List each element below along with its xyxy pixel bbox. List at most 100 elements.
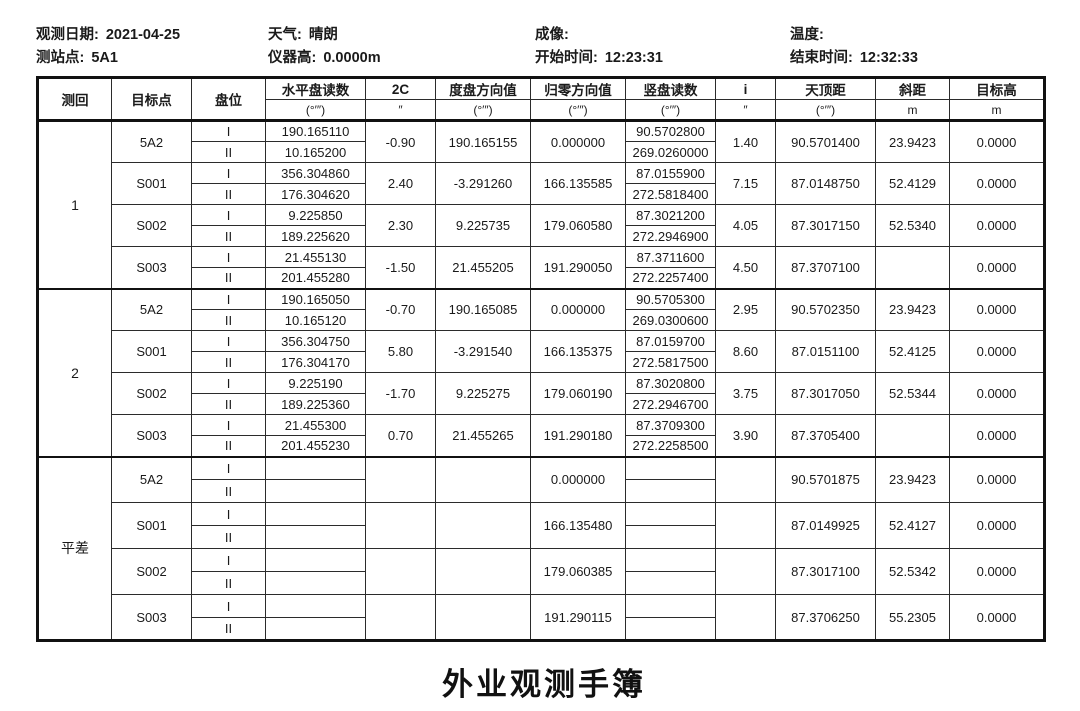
face1-row: 2 5A2 I 190.165050 -0.70 190.165085 0.000000 90… (37, 288, 1045, 457)
face1-row: 平差 5A2 I 0.000000 90.5701875 23.9423 0.0000 (37, 456, 1045, 641)
vertical-reading-cell: 90.5702800 (625, 120, 716, 142)
horizontal-reading-cell (265, 502, 366, 526)
slope-distance-cell: 23.9423 (875, 456, 950, 503)
vertical-reading-cell (625, 502, 716, 526)
horizontal-reading-cell: 189.225620 (265, 225, 366, 247)
face1-row: S002 I 179.060385 87.3017100 52.5342 0.0000 (38, 548, 1045, 595)
station-row: 测站点: 5A1 (36, 48, 268, 69)
vertical-reading-cell: 269.0260000 (625, 141, 716, 163)
meta-col-temperature-end: 温度: 结束时间: 12:32:33 (790, 25, 918, 69)
collimation-2c-cell: -0.90 (365, 120, 436, 163)
zeroed-direction-cell: 179.060190 (530, 372, 626, 415)
target-point-cell: S003 (111, 246, 192, 289)
slope-distance-cell: 52.4125 (875, 330, 950, 373)
vertical-reading-cell (625, 594, 716, 618)
round-cell: 2 (37, 288, 112, 457)
face1-row: 1 5A2 I 190.165110 -0.90 190.165155 0.000000 90… (37, 120, 1045, 289)
target-point-cell: S001 (111, 502, 192, 549)
horizontal-reading-cell (265, 594, 366, 618)
column-header: 测回 (37, 77, 112, 121)
column-header: 归零方向值 (530, 77, 626, 100)
direction-value-cell: 9.225735 (435, 204, 531, 247)
target-point-cell: S002 (111, 372, 192, 415)
horizontal-reading-cell (265, 571, 366, 595)
face-cell: I (191, 456, 266, 480)
face-cell: I (191, 372, 266, 394)
start-time-label: 开始时间: (535, 50, 598, 66)
face-cell: II (191, 435, 266, 457)
target-height-cell: 0.0000 (949, 246, 1045, 289)
index-diff-cell (715, 502, 776, 549)
collimation-2c-cell (365, 594, 436, 641)
direction-value-cell: -3.291540 (435, 330, 531, 373)
face-cell: I (191, 330, 266, 352)
target-height-cell: 0.0000 (949, 456, 1045, 503)
column-unit: ″ (715, 99, 776, 121)
column-unit: (°′″) (265, 99, 366, 121)
target-point-cell: S001 (111, 162, 192, 205)
index-diff-cell (715, 548, 776, 595)
index-diff-cell: 4.05 (715, 204, 776, 247)
end-time-row: 结束时间: 12:32:33 (790, 48, 918, 69)
face-cell: II (191, 617, 266, 641)
face1-row: S001 I 356.304860 2.40 -3.291260 166.135585 87… (38, 162, 1045, 205)
collimation-2c-cell: -1.50 (365, 246, 436, 289)
index-diff-cell: 7.15 (715, 162, 776, 205)
slope-distance-cell: 55.2305 (875, 594, 950, 641)
vertical-reading-cell (625, 571, 716, 595)
target-height-cell: 0.0000 (949, 548, 1045, 595)
target-height-cell: 0.0000 (949, 594, 1045, 641)
face1-row: S001 I 166.135480 87.0149925 52.4127 0.0000 (38, 502, 1045, 549)
face-cell: II (191, 267, 266, 289)
vertical-reading-cell: 87.0159700 (625, 330, 716, 352)
column-header: 水平盘读数 (265, 77, 366, 100)
observation-date-value: 2021-04-25 (105, 27, 181, 43)
direction-value-cell (435, 548, 531, 595)
horizontal-reading-cell: 176.304620 (265, 183, 366, 205)
direction-value-cell (435, 502, 531, 549)
horizontal-reading-cell: 356.304750 (265, 330, 366, 352)
direction-value-cell (435, 594, 531, 641)
vertical-reading-cell: 87.3020800 (625, 372, 716, 394)
horizontal-reading-cell: 190.165050 (265, 288, 366, 310)
horizontal-reading-cell: 201.455230 (265, 435, 366, 457)
vertical-reading-cell: 272.2257400 (625, 267, 716, 289)
horizontal-reading-cell (265, 617, 366, 641)
zenith-distance-cell: 87.3017150 (775, 204, 876, 247)
direction-value-cell: 190.165085 (435, 288, 531, 331)
zeroed-direction-cell: 166.135375 (530, 330, 626, 373)
index-diff-cell (715, 594, 776, 641)
observation-date-row: 观测日期: 2021-04-25 (36, 25, 268, 46)
slope-distance-cell: 52.5344 (875, 372, 950, 415)
face1-row: S001 I 356.304750 5.80 -3.291540 166.135375 87… (38, 330, 1045, 373)
zeroed-direction-cell: 191.290180 (530, 414, 626, 457)
column-unit: (°′″) (625, 99, 716, 121)
collimation-2c-cell: 5.80 (365, 330, 436, 373)
vertical-reading-cell: 87.0155900 (625, 162, 716, 184)
vertical-reading-cell: 272.2258500 (625, 435, 716, 457)
face1-row: S003 I 21.455130 -1.50 21.455205 191.290050 87… (38, 246, 1045, 289)
horizontal-reading-cell (265, 525, 366, 549)
round-cell: 1 (37, 120, 112, 289)
horizontal-reading-cell (265, 479, 366, 503)
zenith-distance-cell: 90.5702350 (775, 288, 876, 331)
vertical-reading-cell (625, 479, 716, 503)
target-height-cell: 0.0000 (949, 204, 1045, 247)
face-cell: II (191, 351, 266, 373)
face2-row: II (38, 617, 1045, 641)
vertical-reading-cell (625, 617, 716, 641)
collimation-2c-cell: -1.70 (365, 372, 436, 415)
sheet-meta: 观测日期: 2021-04-25 测站点: 5A1 天气: 晴朗 仪器高: 0.… (36, 25, 1052, 69)
index-diff-cell: 3.75 (715, 372, 776, 415)
face2-row: II 189.225360 272.2946700 (38, 393, 1045, 415)
face2-row: II 176.304170 272.5817500 (38, 351, 1045, 373)
weather-value: 晴朗 (308, 27, 338, 43)
meta-col-weather-instrument: 天气: 晴朗 仪器高: 0.0000m (268, 25, 535, 69)
horizontal-reading-cell: 9.225850 (265, 204, 366, 226)
vertical-reading-cell: 272.2946700 (625, 393, 716, 415)
horizontal-reading-cell: 176.304170 (265, 351, 366, 373)
horizontal-reading-cell: 201.455280 (265, 267, 366, 289)
slope-distance-cell (875, 246, 950, 289)
collimation-2c-cell: 0.70 (365, 414, 436, 457)
vertical-reading-cell (625, 456, 716, 480)
